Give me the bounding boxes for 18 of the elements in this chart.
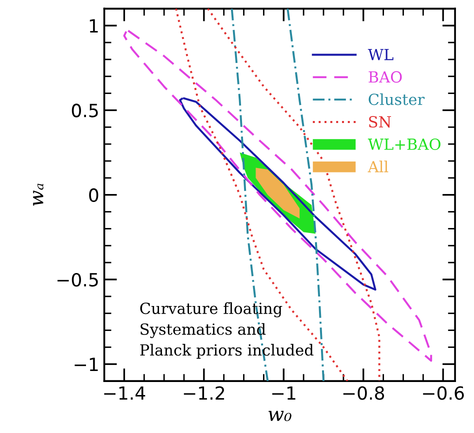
legend-label: WL <box>368 48 394 60</box>
legend-label: Cluster <box>368 93 425 106</box>
x-tick-label: −0.6 <box>423 386 464 400</box>
y-tick-label: 0.5 <box>72 104 98 118</box>
x-tick-label: −1.4 <box>104 386 146 400</box>
x-axis-title: w₀ <box>268 410 292 422</box>
legend-label: SN <box>369 116 392 128</box>
y-axis-title: wₐ <box>33 184 44 206</box>
y-tick-label: 0 <box>89 188 98 202</box>
legend-label: BAO <box>368 71 402 83</box>
x-tick-label: −1 <box>272 386 296 400</box>
y-tick-label: 1 <box>90 19 98 32</box>
y-tick-label: −1 <box>74 358 98 371</box>
legend-label: WL+BAO <box>368 138 440 150</box>
x-tick-label: −0.8 <box>343 386 384 400</box>
legend-label: All <box>368 160 388 172</box>
x-tick-label: −1.2 <box>184 386 224 400</box>
y-tick-label: −0.5 <box>57 272 98 287</box>
